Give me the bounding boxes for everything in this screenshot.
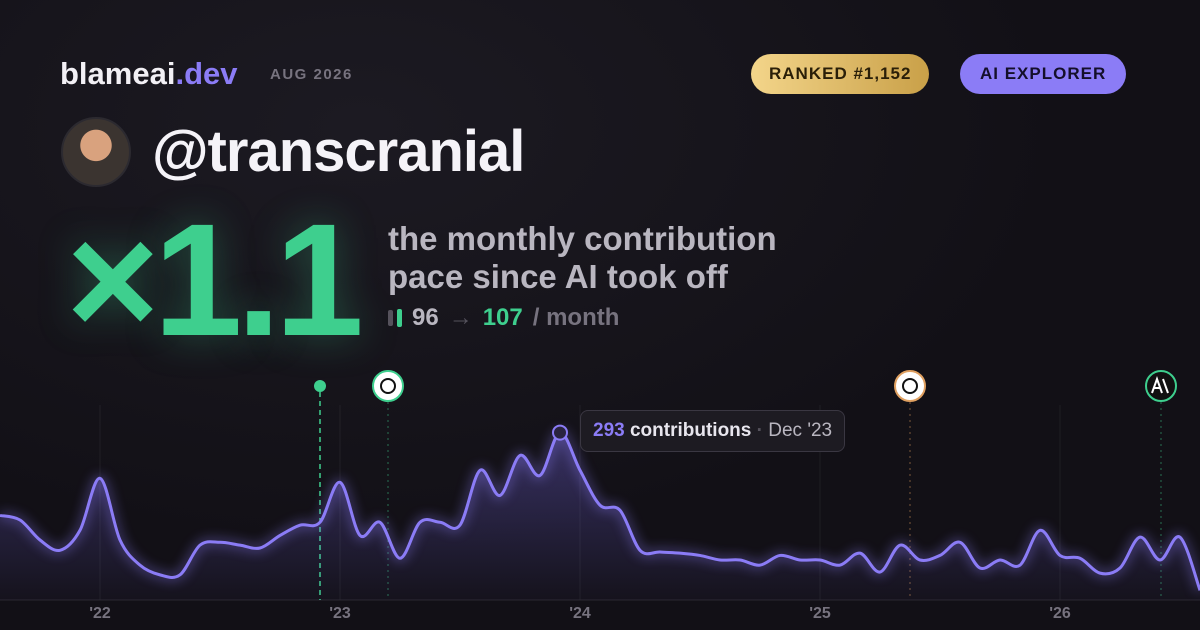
event-dot [314,380,326,392]
bar-icon [388,310,393,326]
pace: 96 → 107 / month [388,304,619,332]
anthropic-icon [1145,370,1177,402]
tier-badge: AI EXPLORER [960,54,1127,94]
event-markers [314,370,1177,600]
x-tick-label: '25 [809,605,831,622]
subtitle-line: pace since AI took off [388,258,728,295]
before: 96 [412,304,439,331]
unit: / month [532,304,620,331]
openai-icon [372,370,404,402]
anthropic-glyph [1151,376,1169,394]
tooltip-label: contributions [629,420,752,441]
avatar [61,117,131,187]
brand: blameai.dev [60,56,237,92]
rank-badge: RANKED #1,152 [751,54,930,94]
handle: @transcranial [152,119,525,184]
brand-name: blameai [60,56,176,91]
subtitle: the monthly contribution pace since AI to… [388,220,777,296]
highlight-point [552,424,568,441]
multiplier: ×1.1 [66,190,364,369]
x-tick-label: '23 [329,605,351,622]
line [0,431,1200,591]
x-tick-label: '24 [569,605,591,622]
area [0,432,1200,600]
date: AUG 2026 [270,66,353,83]
tooltip-value: 293 [593,420,625,441]
openai-glyph [902,378,918,394]
arrow: → [448,304,473,331]
x-tick-label: '26 [1049,605,1071,622]
openai-icon [894,370,926,402]
tooltip: 293 contributions · Dec '23 [580,410,846,452]
brand-tld: .dev [175,56,238,91]
x-tick-label: '22 [89,605,111,622]
after: 107 [482,304,523,331]
bar-icon [397,309,402,327]
subtitle-line: the monthly contribution [388,220,777,257]
tooltip-date: Dec '23 [768,420,833,441]
openai-glyph [380,378,396,394]
